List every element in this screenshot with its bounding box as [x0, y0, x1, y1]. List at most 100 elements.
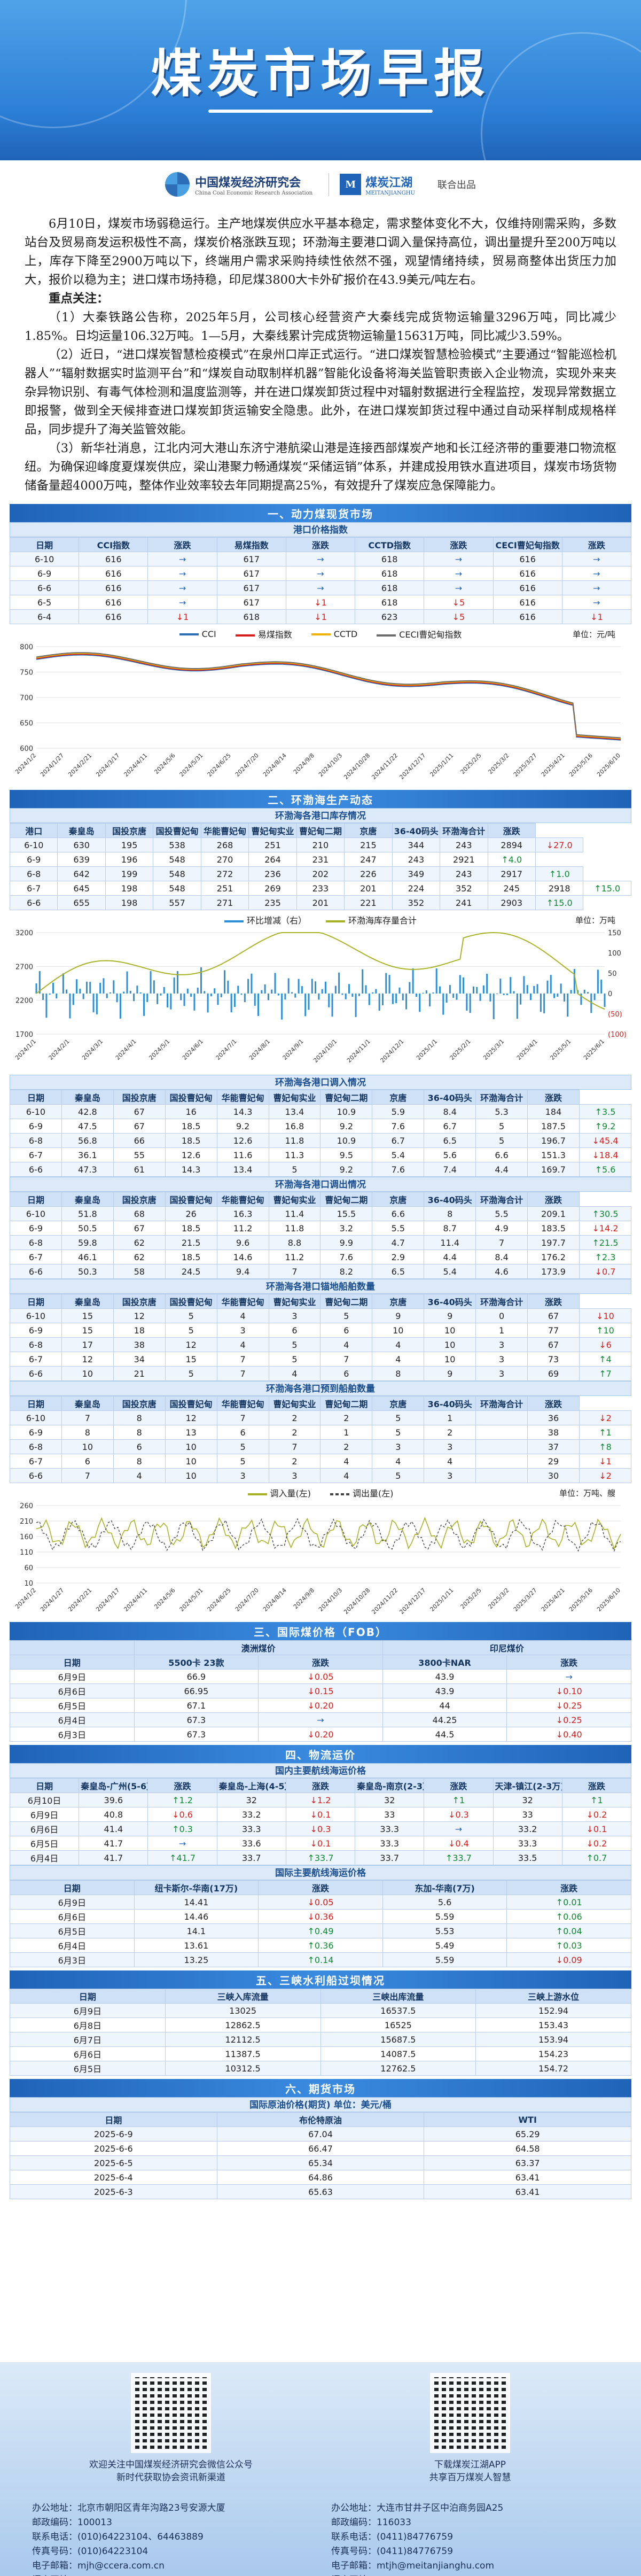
table-cell: 63.41	[424, 2184, 631, 2199]
table-cell: 33.3	[216, 1821, 286, 1836]
x-tick-label: 2024/11/1	[346, 1038, 372, 1064]
table-cell: 6	[113, 1439, 166, 1454]
bar-change	[546, 980, 549, 994]
table-cell: 33.2	[493, 1821, 562, 1836]
contact-line: 办公地址：北京市朝阳区青年沟路23号安源大厦	[32, 2503, 225, 2513]
table-cell: 69	[527, 1366, 580, 1381]
table-cell: 6-9	[10, 1221, 62, 1236]
table-cell: 616	[493, 566, 562, 581]
column-header: 涨跌	[527, 1090, 580, 1105]
bar-change	[200, 967, 202, 994]
table-cell: 15687.5	[320, 2032, 476, 2047]
column-header: 日期	[10, 1655, 135, 1670]
bar-change	[415, 994, 417, 997]
contact-line: 办公地址：大连市甘井子区中泊商务园A25	[331, 2503, 504, 2513]
table-cell: 5	[165, 1366, 217, 1381]
anchorage-title: 环渤海各港口锚地船舶数量	[10, 1279, 631, 1294]
table-cell: 13.25	[134, 1952, 259, 1967]
table-cell: 173.9	[527, 1264, 580, 1279]
table-cell: 33.6	[216, 1836, 286, 1851]
footer: 欢迎关注中国煤炭经济研究会微信公众号 新时代获取协会资讯新渠道 下载煤炭江湖AP…	[0, 2362, 641, 2576]
table-cell: 5.53	[382, 1923, 507, 1938]
table-cell: ↓0.05	[258, 1895, 383, 1910]
bar-change	[281, 994, 283, 1020]
table-cell: →	[285, 580, 356, 595]
anchorage-table: 日期 秦皇岛 国投京唐 国投曹妃甸 华能曹妃甸 曹妃甸实业 曹妃甸二期 京唐 36-40码头 环渤…	[10, 1294, 632, 1381]
column-header: 涨跌	[424, 1778, 494, 1793]
column-header: 曹妃甸实业	[268, 1192, 321, 1207]
table-cell: 4	[113, 1468, 166, 1483]
table-cell: 67	[113, 1221, 166, 1236]
table-cell: 63.37	[424, 2155, 631, 2170]
contact-line: 电子邮箱：mtjh@meitanjianghu.com	[331, 2561, 495, 2571]
table-cell: 3	[475, 1366, 528, 1381]
table-cell: 616	[493, 595, 562, 610]
column-header: 36-40码头	[424, 1192, 476, 1207]
column-header: 京唐	[372, 1090, 425, 1105]
table-cell: 151.3	[527, 1147, 580, 1162]
table-cell: 3	[216, 1323, 269, 1338]
table-cell: →	[561, 595, 632, 610]
table-cell: 243	[392, 852, 441, 867]
org2-name: 煤炭江湖	[365, 175, 413, 190]
bar-change	[425, 990, 427, 994]
summary-article: 6月10日，煤炭市场弱稳运行。主产地煤炭供应水平基本稳定，需求整体变化不大，仅维…	[0, 208, 641, 501]
bar-change	[523, 976, 525, 994]
table-cell: 6月5日	[10, 1923, 135, 1938]
table-cell	[475, 1468, 528, 1483]
table-cell: 10	[424, 1352, 476, 1367]
table-cell: ↓0.3	[424, 1807, 494, 1822]
table-cell: →	[561, 580, 632, 595]
bar-change	[345, 994, 347, 999]
table-cell: ↑41.7	[147, 1850, 217, 1865]
table-cell: ↑33.7	[285, 1850, 356, 1865]
table-cell: 12.6	[216, 1133, 269, 1148]
table-cell: 65.29	[424, 2127, 631, 2142]
bar-change	[190, 994, 192, 997]
table-cell: ↓1	[147, 609, 217, 624]
x-tick-label: 2024/7/20	[234, 1587, 260, 1613]
table-cell: 39.6	[79, 1793, 148, 1807]
x-tick-label: 2024/4/1	[114, 1038, 138, 1061]
table-cell: 7	[61, 1468, 114, 1483]
intl-freight-title: 国际主要航线海运价格	[10, 1865, 631, 1880]
table-cell: 176.2	[527, 1250, 580, 1264]
column-header: 港口	[9, 823, 58, 838]
column-header: 京唐	[344, 823, 393, 838]
bar-change	[395, 994, 397, 1004]
bar-change	[536, 984, 538, 994]
table-row: 6-6 616 → 617 → 618 → 616 →	[9, 580, 632, 595]
bar-change	[42, 994, 44, 1000]
x-tick-label: 2025/1/1	[415, 1038, 439, 1061]
contact-line: 传真号码：(0411)84776759	[331, 2546, 454, 2557]
bar-change	[214, 988, 216, 994]
table-cell: ↑8	[579, 1439, 632, 1454]
column-header: 秦皇岛	[61, 1294, 114, 1309]
column-header: 36-40码头	[424, 1396, 476, 1411]
x-tick-label: 2024/2/21	[67, 752, 93, 778]
table-cell: 1	[475, 1323, 528, 1338]
table-cell: 67.1	[134, 1698, 259, 1713]
table-cell: 231	[296, 852, 345, 867]
qr-code-icon[interactable]	[430, 2373, 510, 2453]
table-cell: 73	[527, 1352, 580, 1367]
table-row: 6-6 7 4 10 3 3 4 5 3 30 ↓2	[10, 1468, 632, 1483]
x-tick-label: 2024/5/6	[153, 752, 176, 775]
table-cell: 236	[248, 866, 297, 881]
logo-bar: 中国煤炭经济研究会 China Coal Economic Research A…	[0, 160, 641, 208]
table-cell: 6-9	[10, 1425, 62, 1440]
table-row: 6-9 8 8 13 6 2 1 5 2 38 ↑1	[10, 1425, 632, 1440]
bar-change	[590, 994, 592, 1013]
table-cell: 1	[320, 1425, 373, 1440]
qr-code-icon[interactable]	[131, 2373, 211, 2453]
news-item-3: （3）新华社消息，江北内河大港山东济宁港航梁山港是连接西部煤炭产地和长江经济带的…	[25, 441, 616, 493]
column-header: 曹妃甸实业	[268, 1090, 321, 1105]
table-cell: 36	[527, 1410, 580, 1425]
bar-change	[217, 994, 219, 1005]
x-tick-label: 2024/7/1	[215, 1038, 238, 1061]
column-header: 曹妃甸实业	[268, 1396, 321, 1411]
bar-change	[224, 970, 226, 994]
bar-change	[604, 994, 606, 1007]
bar-change	[563, 994, 565, 1002]
